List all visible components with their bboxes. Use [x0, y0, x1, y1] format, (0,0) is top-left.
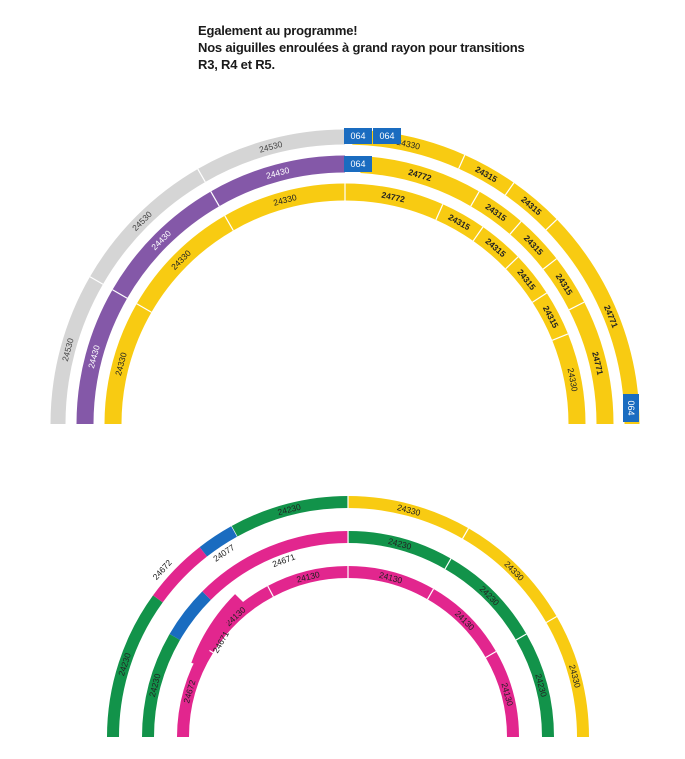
top-inner-yellow-segment-2: [136, 215, 234, 313]
top-inner-yellow-label-4: 24772: [381, 190, 406, 205]
bottom-outer-segment-4: [462, 528, 557, 623]
top-inner-yellow-label-9: 24330: [566, 367, 580, 392]
top-inner-yellow-segment-4: [344, 183, 443, 220]
top-blue-piece-4-label: 064: [626, 400, 636, 415]
top-outer-grey-segment-2: [89, 168, 206, 285]
top-outer-grey-joint-3: [197, 168, 206, 183]
bottom-second-joint-3: [444, 558, 452, 570]
bottom-outer-joint-4: [461, 527, 470, 539]
page-title: Egalement au programme! Nos aiguilles en…: [198, 22, 525, 73]
bottom-inner-pink-segment-5: [427, 588, 497, 658]
top-blue-piece-3-label: 064: [350, 159, 365, 169]
bottom-outer-segment-5: [546, 616, 589, 738]
bottom-second-joint-4: [515, 633, 527, 641]
top-purple-joint-3: [210, 191, 220, 207]
bottom-pink-switch-top: [202, 531, 349, 600]
bottom-second-segment-2: [347, 531, 451, 570]
top-middle-right-segment-5: [569, 302, 614, 425]
top-inner-yellow-joint-7: [505, 256, 519, 270]
top-purple-segment-2: [112, 191, 220, 299]
top-middle-right-joint-3: [509, 220, 522, 235]
top-blue-piece-2: [373, 128, 401, 144]
top-inner-yellow-joint-3: [224, 215, 234, 231]
top-purple-joint-2: [112, 289, 128, 299]
top-blue-piece-2-label: 064: [379, 131, 394, 141]
top-inner-yellow-segment-1: [104, 303, 152, 425]
bottom-second-blue: [169, 591, 211, 641]
top-outer-right-joint-4: [545, 218, 558, 231]
bottom-second-segment-4: [515, 634, 554, 738]
top-inner-yellow-joint-5: [435, 204, 444, 221]
bottom-pink-switch-leg: [191, 594, 244, 667]
top-inner-yellow-joint-6: [472, 226, 484, 242]
bottom-inner-pink-joint-5: [426, 588, 435, 600]
top-outer-right-joint-2: [458, 154, 466, 169]
top-inner-yellow-joint-9: [552, 333, 569, 341]
top-inner-yellow-segment-3: [224, 183, 346, 231]
top-inner-yellow-segment-9: [552, 333, 586, 425]
top-blue-piece-4: [623, 394, 639, 422]
bottom-outer-joint-5: [546, 615, 558, 624]
top-blue-piece-3: [344, 156, 372, 172]
title-line-3: R3, R4 et R5.: [198, 57, 275, 72]
top-middle-right-joint-5: [568, 301, 585, 311]
bottom-inner-pink-joint-3: [267, 585, 274, 597]
bottom-blue-piece: [199, 526, 238, 557]
bottom-outer-segment-3: [347, 496, 469, 539]
bottom-outer-segment-1: [107, 595, 163, 738]
top-purple-segment-1: [76, 289, 128, 425]
top-outer-right-joint-3: [504, 182, 515, 196]
bottom-pink-switch-outer: [153, 547, 208, 603]
top-inner-yellow-joint-2: [136, 303, 152, 313]
top-middle-right-joint-4: [542, 258, 557, 270]
bottom-inner-pink-segment-3: [267, 566, 349, 597]
top-outer-grey-joint-2: [89, 276, 104, 285]
bottom-inner-pink-joint-6: [485, 650, 497, 659]
bottom-second-segment-1: [142, 634, 181, 738]
top-outer-grey-segment-1: [50, 276, 103, 425]
bottom-inner-pink-segment-4: [347, 566, 434, 600]
bottom-outer-segment-2: [231, 496, 349, 537]
top-blue-piece-1-label: 064: [350, 131, 365, 141]
bottom-inner-pink-segment-6: [485, 651, 519, 738]
top-inner-yellow-joint-8: [532, 292, 548, 303]
top-blue-piece-1: [344, 128, 372, 144]
top-middle-right-joint-2: [470, 191, 480, 207]
top-purple-segment-3: [210, 155, 346, 207]
top-outer-grey-segment-3: [197, 129, 346, 182]
bottom-second-segment-3: [444, 558, 527, 641]
title-line-1: Egalement au programme!: [198, 23, 358, 38]
title-line-2: Nos aiguilles enroulées à grand rayon po…: [198, 40, 525, 55]
